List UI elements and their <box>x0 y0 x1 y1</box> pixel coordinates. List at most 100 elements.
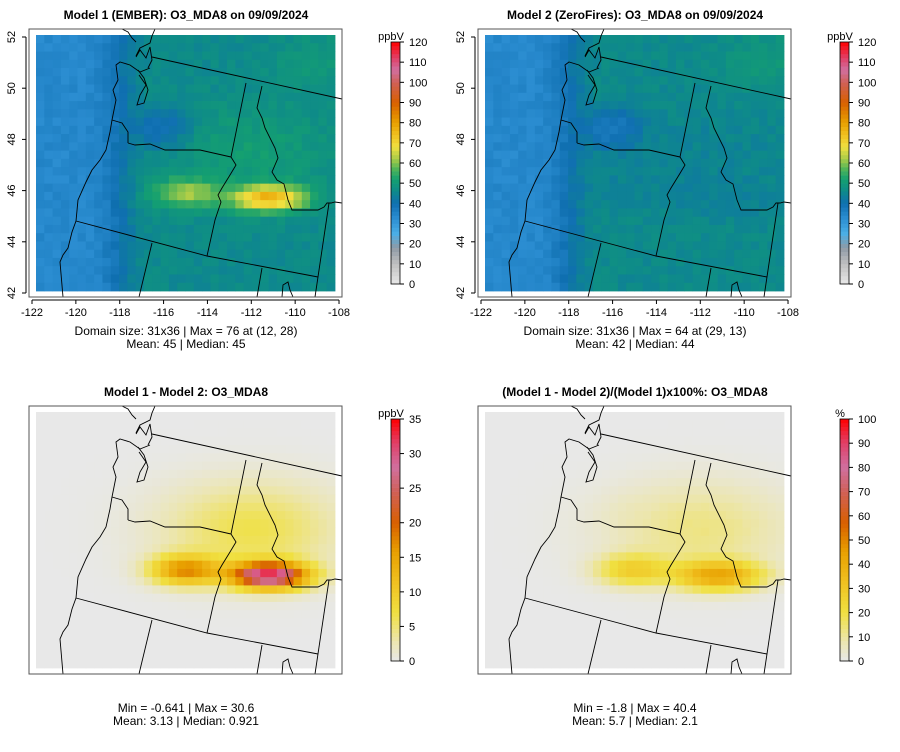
heatmap-cell <box>60 544 70 553</box>
heatmap-cell <box>601 59 610 69</box>
heatmap-cell <box>276 266 286 275</box>
colorbar-swatch <box>391 636 400 642</box>
heatmap-cell <box>501 92 511 102</box>
heatmap-cell <box>534 560 544 570</box>
heatmap-cell <box>293 643 303 652</box>
heatmap-cell <box>268 478 278 487</box>
heatmap-cell <box>243 527 253 537</box>
heatmap-cell <box>543 158 552 168</box>
heatmap-cell <box>260 68 269 77</box>
heatmap-cell <box>568 552 577 562</box>
heatmap-cell <box>676 601 685 611</box>
heatmap-cell <box>551 43 561 52</box>
heatmap-cell <box>52 593 62 603</box>
heatmap-cell <box>576 167 586 176</box>
heatmap-cell <box>576 224 586 234</box>
colorbar-swatch <box>840 471 849 476</box>
heatmap-cell <box>485 125 494 135</box>
heatmap-cell <box>501 158 511 168</box>
heatmap-cell <box>700 101 710 110</box>
colorbar-swatch <box>840 419 849 424</box>
heatmap-cell <box>52 142 62 152</box>
heatmap-cell <box>493 461 503 471</box>
heatmap-cell <box>767 274 777 284</box>
heatmap-cell <box>485 445 494 454</box>
heatmap-cell <box>94 92 103 102</box>
heatmap-cell <box>592 643 602 652</box>
heatmap-cell <box>700 134 710 143</box>
heatmap-cell <box>684 158 694 168</box>
heatmap-cell <box>293 453 303 462</box>
heatmap-cell <box>168 274 178 284</box>
heatmap-cell <box>52 568 62 578</box>
heatmap-cell <box>235 544 245 553</box>
heatmap-cell <box>659 486 669 495</box>
heatmap-cell <box>592 428 602 438</box>
heatmap-cell <box>493 436 503 446</box>
heatmap-cell <box>77 519 87 529</box>
heatmap-cell <box>168 76 178 85</box>
heatmap-cell <box>102 208 112 218</box>
heatmap-cell <box>185 109 195 118</box>
heatmap-cell <box>734 51 743 61</box>
heatmap-cell <box>601 593 610 603</box>
heatmap-cell <box>493 109 503 118</box>
heatmap-cell <box>759 84 768 94</box>
heatmap-cell <box>52 274 62 284</box>
heatmap-cell <box>642 511 652 520</box>
heatmap-cell <box>759 445 768 454</box>
boundary-line <box>705 462 792 588</box>
heatmap-cell <box>551 158 561 168</box>
heatmap-cell <box>543 266 552 275</box>
heatmap-cell <box>742 249 752 259</box>
heatmap-cell <box>576 544 586 553</box>
heatmap-cell <box>119 610 128 619</box>
heatmap-cell <box>584 35 594 44</box>
heatmap-cell <box>700 208 710 218</box>
heatmap-cell <box>243 568 253 578</box>
heatmap-cell <box>584 167 594 176</box>
colorbar-swatch <box>391 279 400 285</box>
heatmap-cell <box>626 68 635 77</box>
heatmap-cell <box>559 109 569 118</box>
colorbar-swatch <box>391 138 400 144</box>
heatmap-cell <box>243 257 253 267</box>
heatmap-cell <box>310 412 319 421</box>
heatmap-cell <box>617 142 627 152</box>
heatmap-cell <box>734 585 743 595</box>
heatmap-cell <box>160 461 170 471</box>
heatmap-cell <box>709 109 718 118</box>
heatmap-cell <box>276 249 286 259</box>
heatmap-cell <box>119 249 128 259</box>
heatmap-cell <box>310 511 319 520</box>
heatmap-cell <box>617 274 627 284</box>
heatmap-cell <box>642 601 652 611</box>
heatmap-cell <box>143 478 153 487</box>
heatmap-cell <box>110 643 120 652</box>
heatmap-cell <box>235 469 245 479</box>
heatmap-cell <box>667 266 677 275</box>
heatmap-cell <box>676 412 685 421</box>
heatmap-cell <box>110 428 120 438</box>
heatmap-cell <box>676 158 685 168</box>
heatmap-cell <box>119 191 128 201</box>
heatmap-cell <box>210 577 220 586</box>
heatmap-cell <box>318 68 328 77</box>
heatmap-cell <box>684 150 694 160</box>
heatmap-cell <box>202 68 211 77</box>
heatmap-cell <box>310 101 319 110</box>
heatmap-cell <box>202 527 211 537</box>
heatmap-cell <box>276 560 286 570</box>
heatmap-cell <box>485 494 494 504</box>
heatmap-cell <box>642 651 652 661</box>
heatmap-cell <box>659 59 669 69</box>
heatmap-cell <box>227 117 236 127</box>
heatmap-cell <box>759 51 768 61</box>
heatmap-cell <box>310 224 319 234</box>
heatmap-cell <box>568 420 577 429</box>
heatmap-cell <box>717 257 727 267</box>
heatmap-cell <box>775 412 785 421</box>
heatmap-cell <box>310 544 319 553</box>
heatmap-cell <box>526 445 536 454</box>
heatmap-cell <box>601 282 610 292</box>
